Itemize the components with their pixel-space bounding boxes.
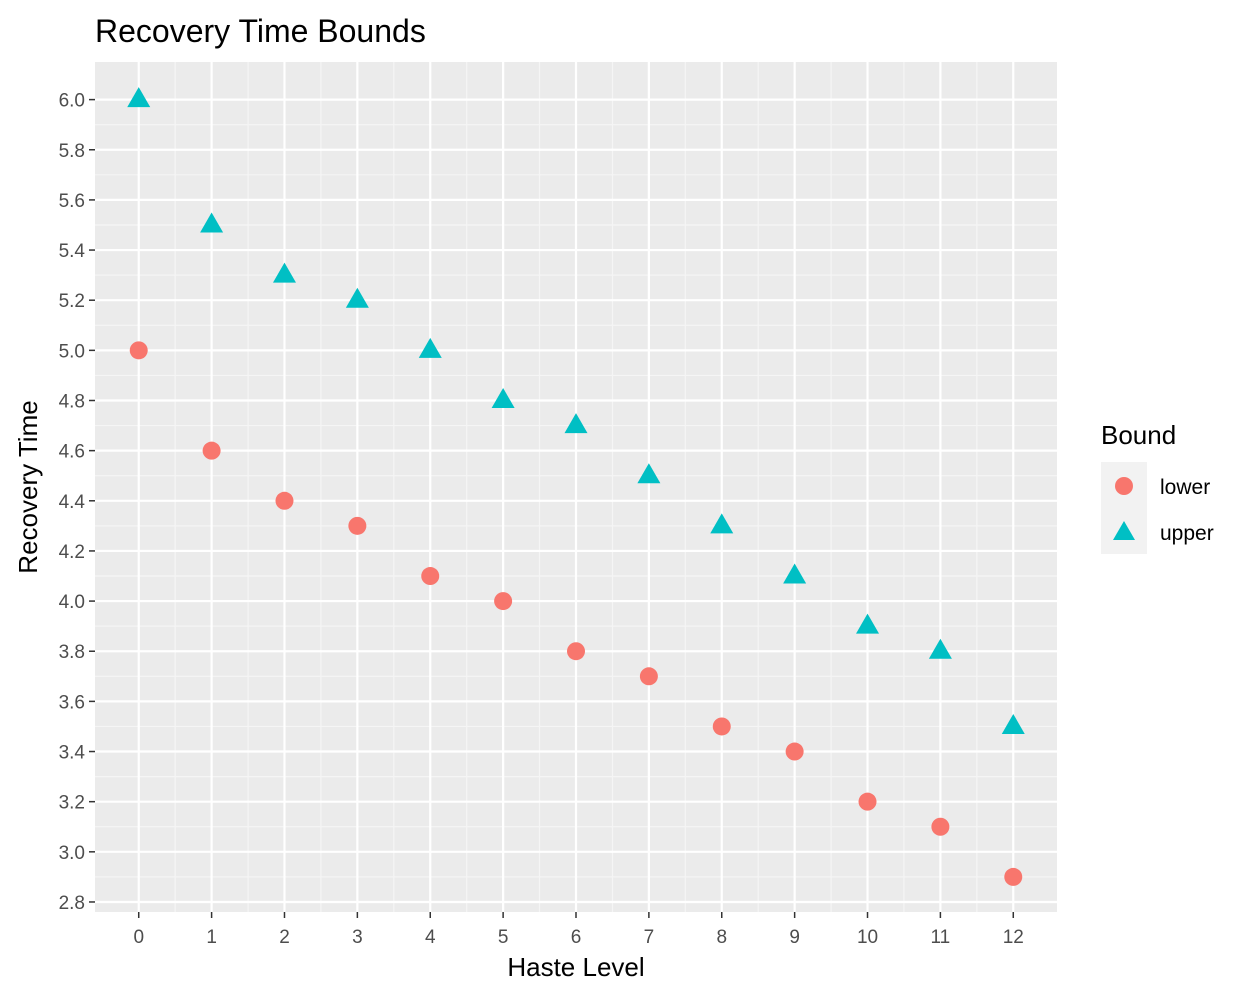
y-tick-label: 3.0: [59, 843, 85, 864]
y-tick-label: 5.6: [59, 191, 85, 212]
x-tick-label: 9: [789, 927, 800, 948]
y-tick-label: 3.2: [59, 793, 85, 814]
y-tick-label: 3.4: [59, 743, 86, 764]
y-axis-title: Recovery Time: [13, 400, 43, 573]
y-tick-label: 5.8: [59, 141, 85, 162]
point-upper: [710, 513, 734, 534]
point-upper: [345, 287, 369, 308]
point-upper: [637, 463, 661, 484]
y-tick-label: 3.8: [59, 642, 85, 663]
x-tick-label: 1: [206, 927, 217, 948]
y-axis-ticks: 2.8 3.0 3.2 3.4 3.6 3.8 4.0 4.2 4.4 4.6 4.8 5.0 5.2 5…: [59, 91, 95, 914]
point-upper: [928, 638, 952, 659]
point-lower: [494, 592, 513, 611]
x-tick-label: 11: [931, 927, 951, 948]
point-lower: [931, 817, 950, 836]
point-upper: [200, 212, 224, 233]
point-lower: [785, 742, 804, 761]
y-tick-label: 4.6: [59, 442, 85, 463]
point-upper: [856, 613, 880, 634]
y-tick-label: 5.4: [59, 241, 86, 262]
x-tick-label: 8: [716, 927, 727, 948]
point-upper: [272, 262, 296, 283]
legend-title: Bound: [1101, 420, 1176, 450]
data-points: [127, 87, 1025, 886]
x-tick-label: 10: [857, 927, 878, 948]
point-lower: [275, 491, 294, 510]
point-upper: [418, 337, 442, 358]
x-tick-label: 6: [571, 927, 582, 948]
x-tick-label: 2: [279, 927, 290, 948]
y-tick-label: 5.2: [59, 291, 85, 312]
point-lower: [712, 717, 731, 736]
point-upper: [783, 563, 807, 584]
legend-key-lower: [1115, 477, 1133, 495]
x-tick-label: 4: [425, 927, 436, 948]
y-tick-label: 3.6: [59, 692, 85, 713]
x-axis-ticks: 0 1 2 3 4 5 6 7 8 9 10 11 12: [133, 912, 1024, 948]
y-tick-label: 5.0: [59, 341, 85, 362]
x-tick-label: 7: [644, 927, 655, 948]
point-lower: [129, 341, 148, 360]
legend-label-upper: upper: [1160, 522, 1214, 545]
x-axis-title: Haste Level: [507, 952, 644, 982]
point-lower: [202, 441, 221, 460]
chart-title: Recovery Time Bounds: [95, 13, 426, 49]
point-lower: [348, 516, 367, 535]
point-lower: [567, 642, 585, 661]
point-upper: [491, 387, 515, 408]
y-tick-label: 6.0: [59, 91, 85, 112]
point-lower: [639, 667, 658, 686]
y-tick-label: 4.8: [59, 391, 85, 412]
point-lower: [1004, 867, 1023, 886]
y-tick-label: 4.2: [59, 542, 85, 563]
y-tick-label: 2.8: [59, 893, 85, 914]
point-upper: [564, 413, 588, 434]
y-tick-label: 4.4: [59, 492, 86, 513]
legend-key-upper: [1113, 521, 1135, 540]
y-tick-label: 4.0: [59, 592, 85, 613]
point-upper: [127, 87, 151, 108]
x-tick-label: 12: [1003, 927, 1024, 948]
legend: Bound lower upper: [1101, 420, 1214, 554]
x-tick-label: 5: [498, 927, 509, 948]
legend-key-background: [1101, 462, 1147, 554]
legend-label-lower: lower: [1160, 476, 1210, 499]
x-tick-label: 0: [133, 927, 144, 948]
x-tick-label: 3: [352, 927, 363, 948]
point-lower: [858, 792, 877, 811]
point-upper: [1001, 713, 1025, 734]
point-lower: [421, 567, 440, 586]
